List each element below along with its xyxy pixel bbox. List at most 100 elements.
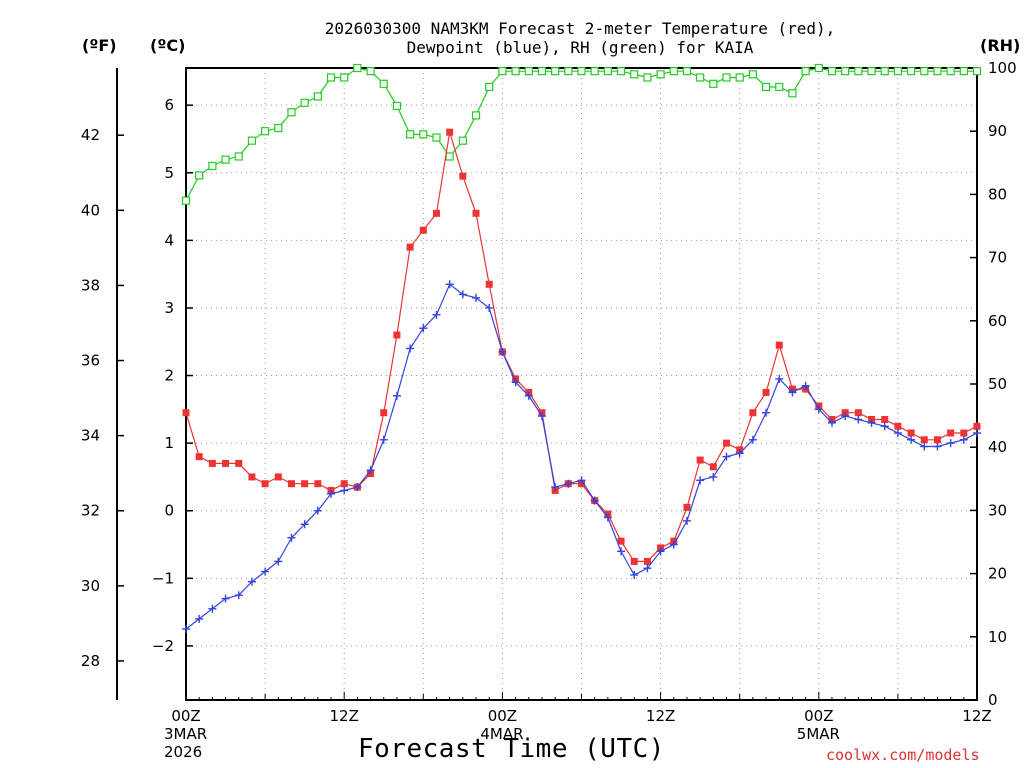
temperature-point — [854, 409, 862, 417]
dewpoint-point — [788, 388, 797, 397]
rh-point — [181, 196, 191, 205]
rh-point — [195, 171, 204, 180]
dewpoint-point — [300, 520, 309, 529]
temperature-point — [195, 453, 203, 461]
rh-point — [485, 82, 494, 92]
rh-point — [221, 155, 230, 164]
dewpoint-point — [234, 591, 243, 600]
dewpoint-point — [973, 429, 981, 438]
temperature-point — [933, 436, 941, 444]
celsius-tick-label: −1 — [152, 569, 174, 587]
temperature-point — [920, 436, 928, 444]
rh-point — [616, 67, 626, 76]
dewpoint-line — [185, 283, 978, 630]
x-tick-label: 00Z — [171, 707, 200, 725]
temperature-point — [947, 429, 955, 437]
celsius-tick-label: 1 — [164, 434, 174, 452]
celsius-tick-label: 4 — [164, 231, 174, 249]
temperature-point — [459, 172, 467, 180]
rh-point — [656, 70, 665, 79]
x-tick-label: 12Z — [330, 707, 359, 725]
chart-title-line1: 2026030300 NAM3KM Forecast 2-meter Tempe… — [324, 19, 836, 38]
rh-point — [471, 111, 481, 120]
dewpoint-point — [867, 418, 876, 427]
rh-point — [748, 70, 757, 79]
dewpoint-point — [564, 479, 573, 488]
rh-point — [366, 67, 375, 76]
rh-point — [854, 67, 863, 76]
rh-line — [185, 67, 977, 201]
rh-point — [696, 73, 705, 82]
temperature-point — [380, 409, 388, 417]
dewpoint-point — [498, 347, 507, 356]
temperature-point — [182, 409, 190, 417]
rh-point — [972, 67, 982, 76]
fahrenheit-tick-label: 42 — [81, 126, 100, 144]
temperature-point — [235, 459, 243, 467]
rh-point — [709, 79, 718, 88]
fahrenheit-tick-label: 34 — [81, 427, 100, 445]
rh-point — [379, 79, 388, 88]
temperature-series — [182, 128, 981, 565]
dewpoint-point — [247, 577, 256, 586]
rh-point — [564, 67, 573, 76]
rh-point — [498, 67, 507, 76]
rh-point — [406, 130, 415, 139]
dewpoint-point — [221, 594, 230, 603]
temperature-point — [432, 209, 440, 217]
temperature-line — [185, 132, 978, 563]
x-tick-label: 00Z — [804, 707, 833, 725]
rh-point — [643, 73, 652, 82]
temperature-point — [261, 480, 269, 488]
rh-tick-label: 20 — [988, 565, 1007, 583]
dewpoint-point — [617, 547, 626, 556]
dewpoint-point — [907, 435, 916, 444]
temperature-point — [274, 473, 282, 481]
temperature-point — [643, 557, 651, 565]
dewpoint-point — [445, 280, 454, 289]
rh-point — [300, 98, 309, 107]
rh-point — [445, 152, 454, 161]
rh-tick-label: 60 — [988, 312, 1007, 330]
dewpoint-point — [208, 604, 217, 613]
dewpoint-point — [775, 374, 784, 383]
dewpoint-point — [709, 472, 718, 481]
rh-point — [524, 67, 533, 76]
dewpoint-point — [801, 381, 810, 390]
x-date-label: 4MAR — [480, 725, 523, 743]
temperature-point — [709, 463, 717, 471]
temperature-point — [485, 280, 493, 288]
rh-tick-label: 30 — [988, 501, 1007, 519]
rh-tick-label: 40 — [988, 438, 1007, 456]
dewpoint-point — [261, 567, 270, 576]
celsius-tick-label: −2 — [152, 637, 174, 655]
x-date-label: 3MAR — [164, 725, 207, 743]
rh-point — [326, 73, 336, 82]
dewpoint-point — [511, 378, 520, 387]
dewpoint-point — [814, 405, 823, 414]
dewpoint-point — [537, 412, 546, 421]
fahrenheit-axis-unit: (ºF) — [82, 36, 117, 55]
rh-point — [669, 67, 678, 76]
dewpoint-point — [959, 435, 968, 444]
temperature-point — [222, 459, 230, 467]
celsius-tick-label: 2 — [164, 367, 174, 385]
temperature-point — [446, 128, 454, 136]
rh-point — [722, 73, 731, 82]
rh-tick-label: 70 — [988, 249, 1007, 267]
rh-point — [511, 67, 520, 76]
rh-point — [340, 73, 349, 82]
temperature-point — [630, 557, 638, 565]
rh-point — [603, 67, 612, 76]
temperature-point — [683, 503, 691, 511]
dewpoint-point — [182, 625, 190, 634]
dewpoint-point — [748, 435, 757, 444]
dewpoint-point — [946, 439, 955, 448]
rh-point — [867, 67, 876, 76]
x-tick-label: 12Z — [646, 707, 675, 725]
rh-tick-label: 10 — [988, 628, 1007, 646]
x-year-label: 2026 — [164, 743, 202, 761]
rh-tick-label: 90 — [988, 122, 1007, 140]
rh-tick-label: 0 — [988, 691, 998, 709]
rh-point — [274, 123, 283, 133]
